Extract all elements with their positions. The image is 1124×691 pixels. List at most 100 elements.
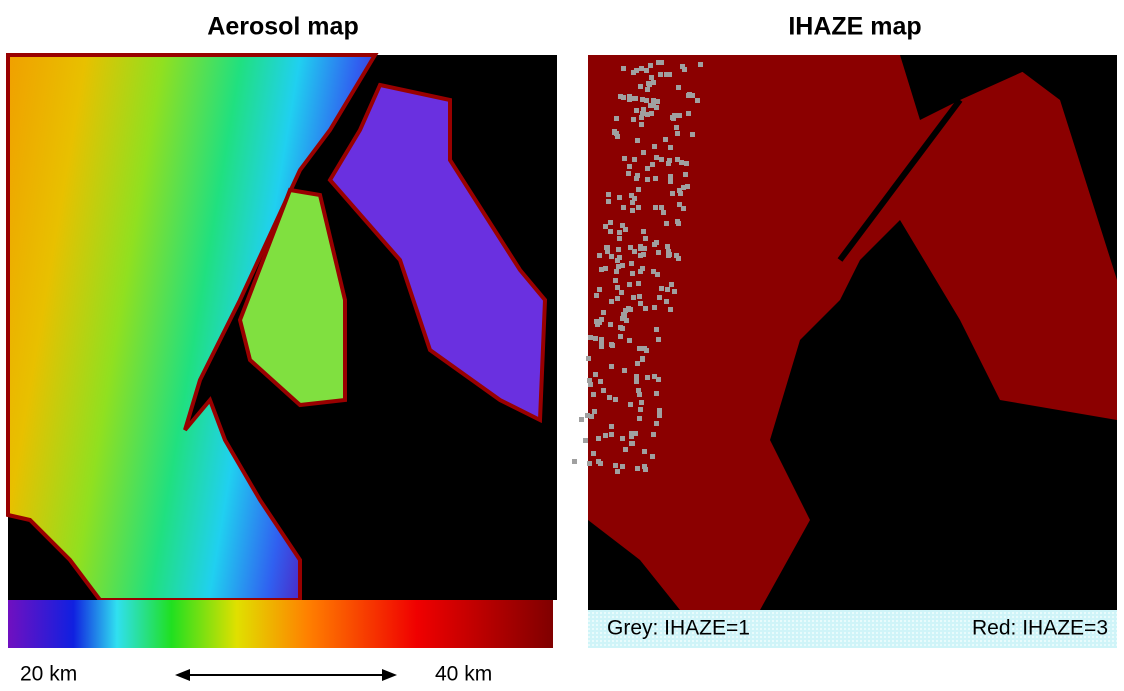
grey-pixel [588, 335, 593, 340]
grey-pixel [659, 157, 664, 162]
grey-pixel [612, 130, 617, 135]
grey-pixel [637, 294, 642, 299]
grey-pixel [592, 409, 597, 414]
grey-pixel [594, 293, 599, 298]
grey-pixel [591, 392, 596, 397]
grey-pixel [628, 245, 633, 250]
grey-pixel [687, 92, 692, 97]
grey-pixel [593, 336, 598, 341]
grey-pixel [634, 374, 639, 379]
grey-pixel [631, 117, 636, 122]
arrow-head [175, 669, 190, 681]
grey-pixel [633, 96, 638, 101]
grey-pixel [668, 145, 673, 150]
grey-pixel [656, 337, 661, 342]
legend-red: Red: IHAZE=3 [972, 617, 1108, 640]
grey-pixel [606, 192, 611, 197]
grey-pixel [657, 413, 662, 418]
grey-pixel [617, 195, 622, 200]
grey-pixel [634, 176, 639, 181]
grey-pixel [645, 375, 650, 380]
grey-pixel [634, 68, 639, 73]
grey-pixel [636, 388, 641, 393]
grey-pixel [638, 253, 643, 258]
grey-pixel [645, 112, 650, 117]
legend-grey: Grey: IHAZE=1 [607, 617, 750, 640]
grey-pixel [646, 81, 651, 86]
grey-pixel [629, 431, 634, 436]
grey-pixel [664, 72, 669, 77]
grey-pixel [635, 361, 640, 366]
grey-pixel [643, 467, 648, 472]
grey-pixel [623, 447, 628, 452]
grey-pixel [572, 459, 577, 464]
grey-pixel [637, 416, 642, 421]
grey-pixel [614, 269, 619, 274]
grey-pixel [659, 205, 664, 210]
grey-pixel [634, 108, 639, 113]
grey-pixel [613, 463, 618, 468]
grey-pixel [591, 451, 596, 456]
grey-pixel [615, 296, 620, 301]
grey-pixel [672, 289, 677, 294]
grey-pixel [641, 229, 646, 234]
grey-pixel [669, 282, 674, 287]
grey-pixel [601, 388, 606, 393]
grey-pixel [622, 368, 627, 373]
grey-pixel [685, 184, 690, 189]
grey-pixel [641, 150, 646, 155]
grey-pixel [666, 253, 671, 258]
grey-pixel [636, 187, 641, 192]
grey-pixel [599, 317, 604, 322]
grey-pixel [654, 421, 659, 426]
grey-pixel [628, 402, 633, 407]
grey-pixel [628, 307, 633, 312]
grey-pixel [621, 95, 626, 100]
grey-pixel [655, 272, 660, 277]
grey-pixel [613, 278, 618, 283]
grey-pixel [583, 438, 588, 443]
aerosol-map [8, 55, 557, 648]
grey-pixel [627, 164, 632, 169]
grey-pixel [617, 255, 622, 260]
grey-pixel [638, 84, 643, 89]
grey-pixel [639, 400, 644, 405]
grey-pixel [674, 125, 679, 130]
grey-pixel [650, 454, 655, 459]
grey-pixel [605, 245, 610, 250]
grey-pixel [643, 306, 648, 311]
grey-pixel [649, 75, 654, 80]
grey-pixel [607, 395, 612, 400]
grey-pixel [603, 266, 608, 271]
grey-pixel [638, 407, 643, 412]
grey-pixel [657, 295, 662, 300]
grey-pixel [635, 466, 640, 471]
grey-pixel [652, 305, 657, 310]
grey-pixel [642, 449, 647, 454]
grey-pixel [681, 206, 686, 211]
grey-pixel [654, 240, 659, 245]
grey-pixel [655, 99, 660, 104]
grey-pixel [617, 230, 622, 235]
grey-pixel [615, 285, 620, 290]
grey-pixel [630, 200, 635, 205]
grey-pixel [656, 60, 661, 65]
grey-pixel [609, 254, 614, 259]
grey-pixel [639, 115, 644, 120]
scale-min: 20 km [20, 663, 77, 686]
grey-pixel [650, 162, 655, 167]
grey-pixel [609, 432, 614, 437]
grey-pixel [668, 174, 673, 179]
grey-pixel [686, 111, 691, 116]
grey-pixel [597, 287, 602, 292]
grey-pixel [645, 166, 650, 171]
grey-pixel [587, 461, 592, 466]
grey-pixel [601, 310, 606, 315]
grey-pixel [620, 464, 625, 469]
grey-pixel [677, 113, 682, 118]
arrow-head [382, 669, 397, 681]
grey-pixel [627, 282, 632, 287]
grey-pixel [620, 263, 625, 268]
grey-pixel [614, 116, 619, 121]
grey-pixel [653, 176, 658, 181]
